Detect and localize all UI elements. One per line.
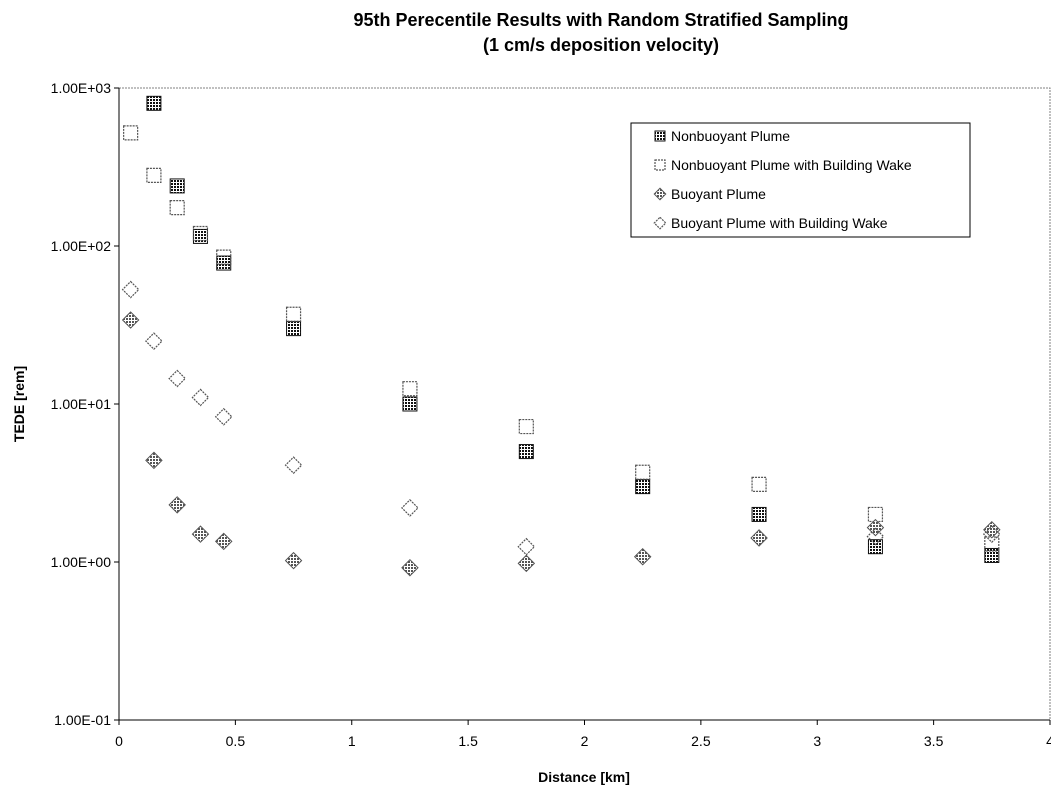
data-point	[168, 369, 187, 388]
series-1	[146, 95, 1000, 563]
data-point	[983, 520, 1001, 539]
x-tick-label: 3	[813, 733, 821, 749]
y-tick-label: 1.00E+00	[51, 554, 112, 570]
data-point	[145, 451, 163, 470]
data-point	[169, 178, 185, 194]
data-point	[145, 332, 163, 351]
legend-label: Buoyant Plume	[671, 186, 766, 202]
data-point	[284, 456, 303, 475]
legend-items: Nonbuoyant Plume Nonbuoyant Plume with Bu…	[653, 128, 912, 231]
data-point	[146, 167, 162, 183]
data-point	[214, 407, 233, 426]
x-tick-label: 2	[581, 733, 589, 749]
legend-marker	[653, 216, 667, 230]
x-axis-title: Distance [km]	[538, 769, 630, 785]
x-tick-label: 0	[115, 733, 123, 749]
chart-title-line1: 95th Perecentile Results with Random Str…	[353, 10, 848, 30]
legend-label: Nonbuoyant Plume	[671, 128, 790, 144]
data-point	[517, 537, 536, 556]
chart-title-line2: (1 cm/s deposition velocity)	[483, 35, 719, 55]
data-point	[982, 525, 1001, 544]
y-axis-ticks: 1.00E-01 1.00E+00 1.00E+01 1.00E+02 1.00E+03	[51, 80, 119, 728]
data-point	[401, 498, 419, 517]
data-point	[121, 311, 140, 329]
data-point	[401, 558, 419, 577]
x-tick-label: 4	[1046, 733, 1051, 749]
data-point	[216, 249, 232, 265]
data-point	[216, 255, 232, 271]
data-point	[517, 554, 536, 573]
series-4	[121, 280, 1001, 556]
y-tick-label: 1.00E+02	[51, 238, 112, 254]
data-point	[214, 532, 233, 551]
data-point	[192, 228, 208, 244]
data-point	[191, 525, 210, 543]
data-point	[146, 95, 162, 111]
y-tick-label: 1.00E-01	[54, 712, 111, 728]
data-point	[518, 418, 534, 435]
x-tick-label: 0.5	[226, 733, 246, 749]
data-point	[633, 547, 652, 566]
y-tick-label: 1.00E+03	[51, 80, 112, 96]
data-point	[169, 199, 185, 216]
data-point	[286, 321, 302, 337]
x-tick-label: 1	[348, 733, 356, 749]
legend-marker	[654, 130, 666, 142]
legend-box	[630, 122, 971, 238]
data-point	[635, 464, 651, 480]
x-tick-label: 3.5	[924, 733, 944, 749]
legend-marker	[654, 159, 666, 171]
data-point	[867, 539, 883, 555]
data-point	[284, 551, 303, 570]
x-axis-ticks: 0 0.5 1 1.5 2 2.5 3 3.5 4	[115, 720, 1051, 749]
data-point	[123, 125, 139, 141]
data-point	[192, 225, 209, 242]
data-point	[168, 496, 186, 514]
data-point	[121, 280, 140, 299]
data-point	[191, 388, 210, 407]
data-point	[984, 547, 1000, 563]
data-point	[750, 529, 768, 547]
data-point	[866, 527, 885, 546]
data-markers	[121, 95, 1001, 577]
data-point	[751, 506, 767, 522]
y-axis-title: TEDE [rem]	[11, 366, 27, 442]
data-point	[751, 476, 767, 492]
data-point	[285, 306, 302, 322]
legend: Nonbuoyant Plume Nonbuoyant Plume with Bu…	[630, 122, 971, 238]
legend-label: Nonbuoyant Plume with Building Wake	[671, 157, 912, 173]
y-tick-label: 1.00E+01	[51, 396, 112, 412]
data-point	[518, 444, 534, 460]
x-tick-label: 2.5	[691, 733, 711, 749]
data-point	[635, 479, 651, 495]
data-point	[402, 381, 418, 397]
data-point	[402, 396, 418, 412]
legend-marker	[653, 187, 667, 201]
x-tick-label: 1.5	[458, 733, 478, 749]
legend-label: Buoyant Plume with Building Wake	[671, 215, 888, 231]
